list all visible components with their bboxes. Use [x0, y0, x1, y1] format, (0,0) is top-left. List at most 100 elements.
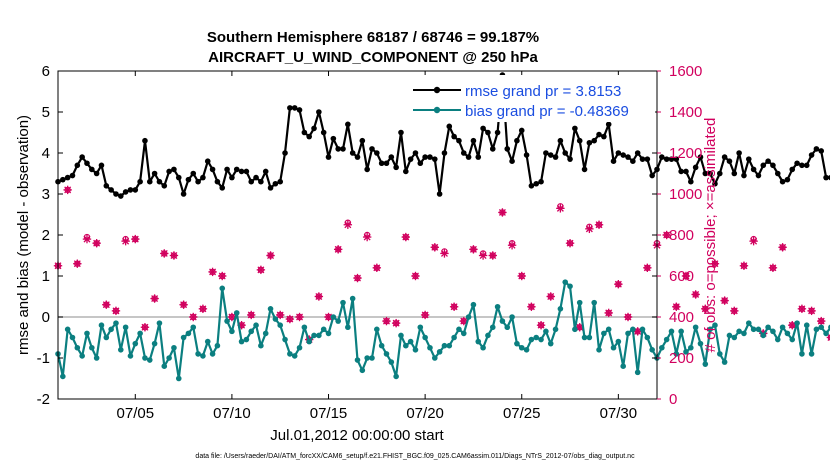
- bias-point: [156, 320, 163, 326]
- rmse-point: [311, 125, 317, 132]
- bias-point: [267, 306, 274, 312]
- obs-assimilated-point: [343, 220, 353, 229]
- obs-assimilated-stroke: [788, 321, 796, 329]
- rmse-point: [659, 154, 665, 160]
- y2-tick-label: 800: [669, 227, 694, 244]
- bias-point: [808, 351, 815, 357]
- obs-assimilated-point: [314, 292, 324, 301]
- bias-point: [374, 326, 380, 333]
- obs-assimilated-stroke: [363, 233, 371, 241]
- bias-point: [74, 344, 81, 351]
- bias-point: [441, 342, 448, 349]
- obs-assimilated-stroke: [740, 262, 748, 270]
- bias-point: [287, 351, 293, 357]
- rmse-point: [79, 154, 85, 160]
- rmse-point: [113, 191, 119, 197]
- obs-assimilated-stroke: [228, 313, 236, 321]
- bias-point: [789, 336, 796, 343]
- bias-point: [475, 338, 482, 345]
- obs-assimilated-stroke: [460, 317, 468, 325]
- bias-point: [702, 361, 709, 367]
- rmse-point: [84, 160, 90, 167]
- rmse-point: [74, 162, 81, 169]
- bias-point: [707, 326, 713, 333]
- rmse-point: [340, 146, 346, 152]
- x-tick-label: 07/15: [310, 405, 348, 422]
- bias-point: [233, 310, 240, 316]
- rmse-point: [354, 154, 361, 160]
- bias-point: [514, 340, 520, 347]
- bias-point: [794, 320, 800, 326]
- bias-point: [688, 344, 694, 351]
- rmse-point: [166, 168, 172, 175]
- obs-assimilated-point: [633, 327, 642, 336]
- obs-assimilated-point: [256, 265, 266, 275]
- bias-point: [253, 322, 259, 329]
- bias-point: [175, 375, 182, 382]
- bias-point: [543, 328, 549, 335]
- bias-point: [354, 357, 361, 363]
- obs-assimilated-point: [430, 243, 439, 252]
- rmse-point: [180, 191, 187, 197]
- rmse-point: [243, 168, 250, 175]
- obs-assimilated-point: [160, 249, 169, 258]
- obs-assimilated-point: [672, 302, 681, 311]
- bias-point: [93, 355, 100, 361]
- rmse-point: [683, 168, 689, 175]
- bias-point: [296, 344, 303, 351]
- obs-assimilated-stroke: [750, 237, 758, 245]
- rmse-point: [736, 150, 742, 156]
- obs-assimilated-stroke: [479, 252, 487, 259]
- obs-assimilated-point: [730, 306, 739, 316]
- rmse-point: [316, 109, 322, 115]
- obs-assimilated-point: [295, 312, 304, 322]
- rmse-point: [528, 183, 535, 189]
- chart-title-line2: AIRCRAFT_U_WIND_COMPONENT @ 250 hPa: [208, 49, 538, 66]
- rmse-point: [480, 125, 486, 132]
- bias-point: [750, 326, 757, 333]
- bias-point: [456, 326, 462, 333]
- bias-point: [745, 320, 752, 326]
- bias-point: [89, 344, 95, 351]
- obs-assimilated-stroke: [392, 319, 400, 327]
- bias-point: [552, 326, 559, 333]
- bias-point: [538, 336, 544, 343]
- rmse-point: [287, 105, 293, 111]
- bias-point: [60, 373, 66, 380]
- rmse-point: [393, 164, 399, 171]
- rmse-point: [808, 152, 815, 158]
- rmse-point: [741, 172, 747, 179]
- bias-point: [146, 357, 153, 363]
- obs-assimilated-point: [749, 236, 758, 246]
- obs-assimilated-point: [121, 236, 130, 246]
- bias-point: [489, 324, 496, 331]
- bias-point: [615, 338, 622, 345]
- rmse-point: [349, 150, 356, 156]
- bias-point: [403, 342, 409, 349]
- rmse-point: [378, 160, 385, 167]
- obs-assimilated-stroke: [827, 337, 830, 341]
- rmse-point: [330, 135, 337, 142]
- obs-assimilated-stroke: [721, 297, 729, 305]
- rmse-point: [784, 176, 791, 183]
- obs-assimilated-point: [807, 306, 816, 316]
- bias-point: [716, 351, 723, 357]
- y-tick-label: 5: [42, 104, 50, 121]
- rmse-point: [359, 137, 366, 144]
- bias-point: [108, 326, 114, 333]
- rmse-point: [209, 166, 216, 173]
- rmse-point: [146, 178, 153, 185]
- obs-assimilated-point: [662, 230, 671, 240]
- bias-point: [451, 334, 457, 341]
- bias-point: [137, 330, 143, 337]
- rmse-point: [272, 180, 279, 187]
- bias-point: [238, 338, 245, 345]
- obs-assimilated-stroke: [276, 311, 284, 319]
- obs-assimilated-point: [788, 321, 797, 330]
- rmse-point: [422, 154, 428, 160]
- rmse-point: [64, 174, 71, 181]
- bias-point: [692, 324, 699, 331]
- y-tick-label: 4: [42, 145, 50, 162]
- obs-assimilated-point: [179, 300, 188, 309]
